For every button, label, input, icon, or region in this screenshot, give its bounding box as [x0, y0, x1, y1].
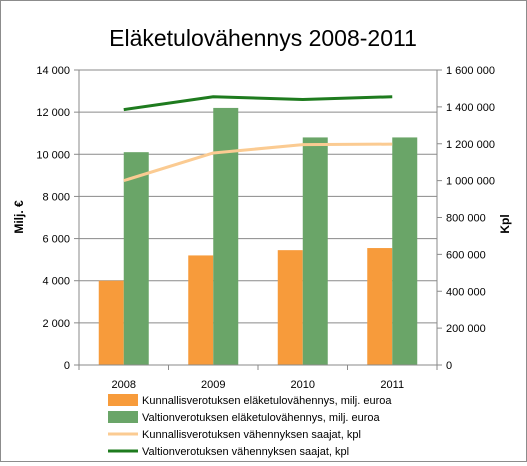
legend-label: Kunnallisverotuksen vähennyksen saajat, … [142, 429, 361, 441]
bar [367, 248, 393, 365]
x-tick-label: 2008 [112, 379, 136, 391]
bar [123, 152, 149, 365]
bar [392, 137, 418, 365]
legend-label: Kunnallisverotuksen eläketulovähennys, m… [142, 395, 392, 407]
y2-tick-label: 800 000 [446, 213, 486, 225]
y2-tick-label: 1 000 000 [446, 176, 495, 188]
y2-tick-label: 1 400 000 [446, 102, 495, 114]
y-tick-label: 8 000 [42, 191, 70, 203]
legend-label: Valtionverotuksen vähennyksen saajat, kp… [142, 446, 349, 458]
y2-tick-label: 400 000 [446, 286, 486, 298]
y2-tick-label: 0 [446, 360, 452, 372]
axes-group [74, 69, 442, 370]
bar [213, 107, 239, 365]
bar [277, 250, 303, 365]
y-tick-label: 12 000 [36, 107, 70, 119]
y2-tick-label: 1 200 000 [446, 139, 495, 151]
y2-tick-label: 1 600 000 [446, 65, 495, 77]
bar [188, 255, 214, 365]
bar [98, 280, 124, 365]
legend-label: Valtionverotuksen eläketulovähennys, mil… [142, 412, 381, 424]
y-tick-label: 10 000 [36, 149, 70, 161]
legend-swatch [108, 411, 138, 423]
y-tick-label: 14 000 [36, 65, 70, 77]
y-tick-label: 4 000 [42, 276, 70, 288]
x-tick-label: 2009 [201, 379, 225, 391]
y-tick-label: 2 000 [42, 318, 70, 330]
bar [302, 137, 328, 365]
tick-labels: 0 2 000 4 000 6 000 8 000 10 000 12 000 14 000 0… [36, 65, 495, 391]
y2-tick-label: 200 000 [446, 323, 486, 335]
x-tick-label: 2010 [291, 379, 315, 391]
lines-group [123, 95, 393, 183]
x-tick-label: 2011 [380, 379, 404, 391]
y2-axis-label: Kpl [498, 214, 512, 233]
series-line [123, 142, 393, 183]
y2-tick-label: 600 000 [446, 249, 486, 261]
legend-swatch [108, 394, 138, 406]
legend: Kunnallisverotuksen eläketulovähennys, m… [108, 394, 392, 458]
bars-group [98, 107, 418, 365]
series-line [123, 95, 393, 112]
chart-title: Eläketulovähennys 2008-2011 [109, 25, 417, 51]
y-axis-label: Milj. € [12, 200, 26, 234]
y-tick-label: 6 000 [42, 234, 70, 246]
y-tick-label: 0 [64, 360, 70, 372]
